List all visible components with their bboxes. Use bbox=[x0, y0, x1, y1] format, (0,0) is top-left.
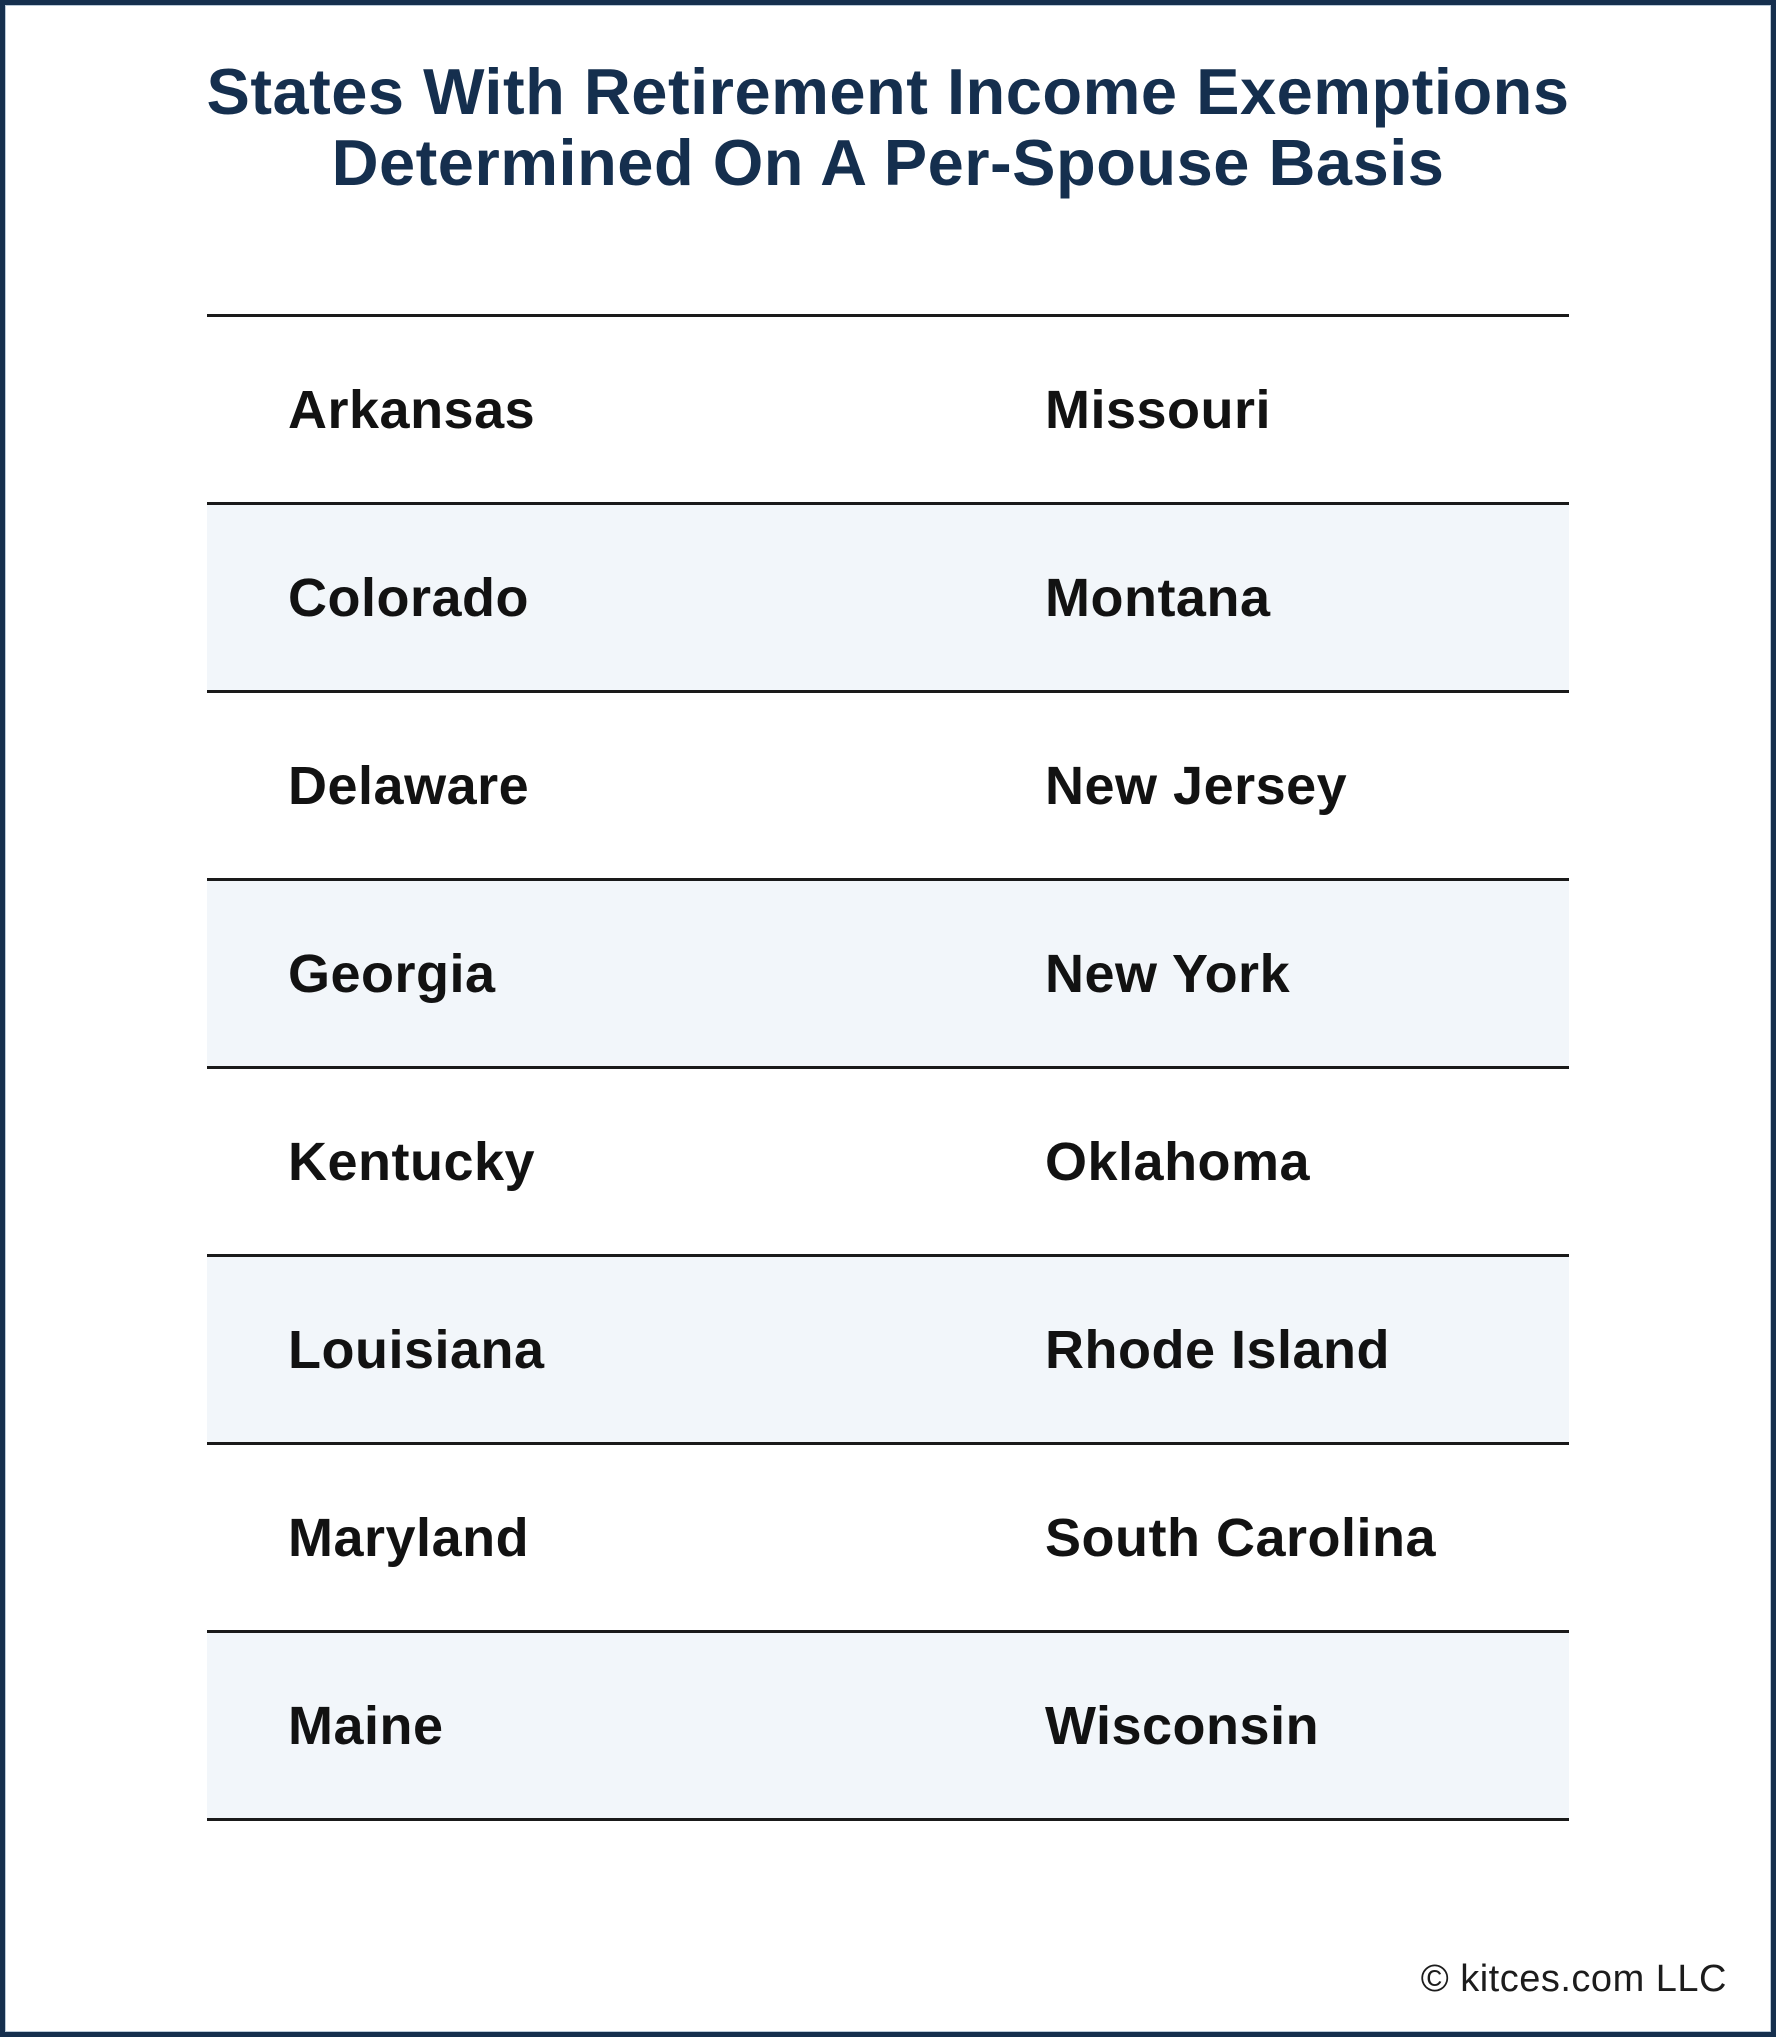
table-row: Arkansas Missouri bbox=[207, 314, 1569, 502]
state-name-left: Delaware bbox=[288, 755, 530, 816]
table-row: Maryland South Carolina bbox=[207, 1442, 1569, 1630]
state-name-left: Kentucky bbox=[288, 1131, 536, 1192]
table-row: Maine Wisconsin bbox=[207, 1630, 1569, 1818]
state-name-right: Oklahoma bbox=[1045, 1131, 1311, 1192]
state-name-right: Missouri bbox=[1045, 379, 1272, 440]
state-name-right: Rhode Island bbox=[1045, 1319, 1391, 1380]
state-name-left: Colorado bbox=[288, 567, 529, 628]
state-name-right: New Jersey bbox=[1045, 755, 1348, 816]
table-row: Colorado Montana bbox=[207, 502, 1569, 690]
state-name-left: Maine bbox=[288, 1695, 444, 1756]
states-table: Arkansas Missouri Colorado Montana Delaw… bbox=[207, 314, 1569, 1821]
state-name-right: South Carolina bbox=[1045, 1507, 1437, 1568]
state-name-left: Georgia bbox=[288, 943, 496, 1004]
state-name-right: Montana bbox=[1045, 567, 1271, 628]
state-name-left: Maryland bbox=[288, 1507, 530, 1568]
table-row: Kentucky Oklahoma bbox=[207, 1066, 1569, 1254]
page-title-line-1: States With Retirement Income Exemptions bbox=[206, 55, 1570, 128]
state-name-right: New York bbox=[1045, 943, 1291, 1004]
table-row: Louisiana Rhode Island bbox=[207, 1254, 1569, 1442]
page-title-line-2: Determined On A Per-Spouse Basis bbox=[331, 126, 1445, 199]
state-name-left: Arkansas bbox=[288, 379, 536, 440]
table-row: Georgia New York bbox=[207, 878, 1569, 1066]
state-name-right: Wisconsin bbox=[1045, 1695, 1320, 1756]
page-title: States With Retirement Income Exemptions… bbox=[0, 56, 1776, 198]
state-name-left: Louisiana bbox=[288, 1319, 545, 1380]
table-row: Delaware New Jersey bbox=[207, 690, 1569, 878]
copyright-notice: © kitces.com LLC bbox=[1420, 1958, 1727, 2000]
